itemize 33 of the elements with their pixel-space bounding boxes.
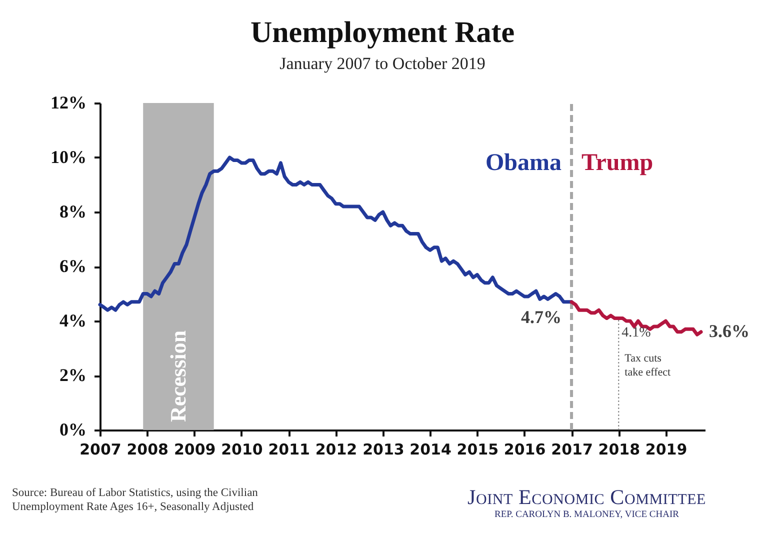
text: REP. CAROLYN B. MALONEY, VICE CHAIR [493, 509, 680, 522]
x-tick-label: 2011 [268, 440, 310, 458]
y-tick-label: 2% [60, 365, 86, 385]
y-tick-label: 0% [60, 420, 86, 440]
y-tick-label: 10% [50, 147, 86, 167]
x-tick-label: 2018 [598, 440, 640, 458]
chart-title: Unemployment Rate [250, 16, 515, 49]
source-note: Source: Bureau of Labor Statistics, using the Civilian Unemployment Rate Ages 16+, Seasonally Adjusted [12, 486, 259, 514]
x-tick-label: 2015 [456, 440, 499, 458]
x-tick-label: 2019 [645, 440, 688, 458]
line-series [570, 300, 703, 336]
text: Trump [582, 150, 654, 176]
y-tick-label: 4% [60, 310, 86, 330]
x-tick-label: 2008 [126, 440, 168, 458]
y-tick-label: 12% [50, 92, 86, 112]
x-tick-label: 2016 [504, 440, 546, 458]
y-tick-label: 6% [60, 256, 86, 276]
annotation: 4.7% [521, 306, 562, 327]
chart-subtitle: January 2007 to October 2019 [280, 54, 486, 73]
x-tick-label: 2014 [410, 440, 452, 458]
y-tick-label: 8% [60, 202, 86, 222]
annotation: 3.6% [709, 320, 750, 341]
x-tick-label: 2009 [174, 440, 216, 458]
text: Joint Economic Committee [467, 485, 706, 509]
text: Obama [486, 150, 562, 176]
band-label: Recession [165, 330, 190, 422]
x-tick-label: 2012 [315, 440, 358, 458]
x-tick-label: 2010 [221, 440, 263, 458]
ref-line-label: Tax cuts take effect [624, 352, 671, 378]
x-tick-label: 2013 [362, 440, 404, 458]
annotation: 4.1% [622, 325, 652, 340]
x-tick-label: 2017 [551, 440, 593, 458]
x-tick-label: 2007 [80, 440, 122, 458]
